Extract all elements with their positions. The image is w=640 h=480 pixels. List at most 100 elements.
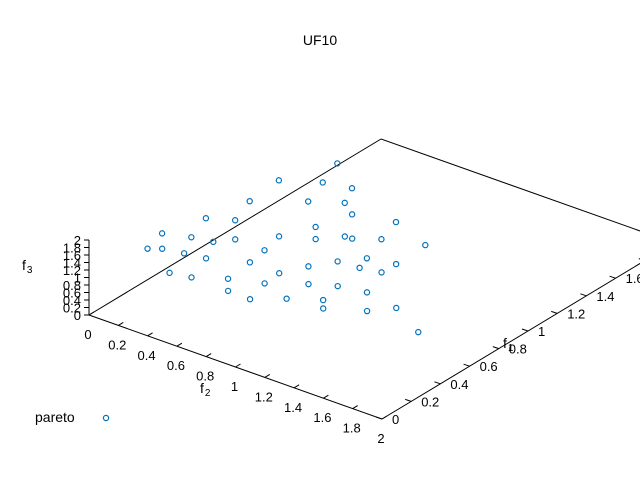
x-tick-label: 0.2: [421, 394, 439, 409]
pareto-point: [166, 269, 173, 277]
pareto-point: [348, 211, 356, 218]
z-axis-label-main: f: [22, 257, 26, 273]
pareto-point: [320, 305, 327, 312]
pareto-point: [334, 258, 341, 265]
z-tick-label: 1: [74, 271, 81, 286]
z-tick-label: 1.2: [63, 263, 81, 278]
y-tick-mark: [293, 384, 300, 389]
x-tick-mark: [551, 310, 558, 314]
pareto-point: [231, 217, 239, 224]
x-tick-mark: [405, 398, 412, 402]
z-tick-label: 1.6: [63, 248, 81, 263]
y-tick-label: 1.8: [343, 421, 361, 436]
y-tick-mark: [235, 363, 241, 368]
y-tick-label: 0.6: [167, 358, 185, 373]
y-tick-mark: [147, 332, 153, 337]
z-axis-label-sub: 3: [27, 265, 33, 276]
x-tick-mark: [463, 363, 470, 367]
y-tick-label: 1.4: [284, 400, 302, 415]
z-tick-label: 0: [74, 308, 81, 323]
pareto-point: [392, 218, 400, 226]
x-tick-mark: [492, 346, 499, 350]
legend-label: pareto: [35, 409, 75, 425]
pareto-point: [312, 223, 319, 231]
y-tick-mark: [176, 342, 183, 347]
pareto-point: [363, 289, 371, 296]
z-tick-label: 2: [74, 233, 81, 248]
x-tick-mark: [609, 275, 616, 279]
pareto-point: [261, 247, 268, 254]
x-axis-label-sub: 1: [508, 343, 514, 354]
pareto-point: [276, 270, 283, 277]
pareto-point: [246, 296, 254, 303]
y-tick-mark: [352, 405, 358, 410]
y-tick-label: 0.8: [196, 369, 214, 384]
z-tick-label: 1.8: [63, 241, 81, 256]
pareto-point: [188, 234, 195, 241]
pareto-point: [363, 307, 371, 315]
x-tick-mark: [375, 416, 383, 420]
x-tick-label: 1.2: [567, 306, 585, 321]
pareto-point: [188, 274, 195, 281]
pareto-point: [319, 296, 327, 304]
x-tick-label: 0.6: [480, 359, 498, 374]
pareto-point: [232, 236, 239, 243]
pareto-point: [378, 269, 385, 276]
pareto-point: [275, 233, 283, 240]
pareto-point: [392, 260, 400, 268]
pareto-point: [341, 233, 349, 240]
pareto-point: [422, 241, 429, 249]
x-axis-line: [380, 138, 640, 232]
y-tick-mark: [205, 353, 212, 358]
pareto-point: [202, 255, 210, 262]
y-tick-label: 1.2: [255, 389, 273, 404]
pareto-point: [334, 282, 341, 290]
pareto-point: [341, 199, 348, 207]
y-tick-label: 0.2: [108, 337, 126, 352]
pareto-point: [348, 185, 356, 192]
pareto-point: [305, 198, 312, 205]
x-tick-label: 1: [538, 324, 545, 339]
pareto-point: [378, 236, 385, 243]
y-tick-mark: [118, 321, 124, 326]
x-tick-label: 0: [392, 412, 399, 427]
x-tick-label: 0.8: [509, 342, 527, 357]
legend: pareto: [35, 409, 110, 425]
pareto-point: [283, 295, 290, 302]
y-tick-label: 2: [377, 431, 384, 446]
chart-title: UF10: [303, 32, 337, 48]
floor-edge-back: [88, 138, 382, 316]
pareto-point: [305, 280, 312, 288]
pareto-point: [349, 235, 356, 242]
x-axis-ticks: 00.20.40.60.811.21.41.61.82: [375, 258, 640, 427]
pareto-point: [312, 235, 319, 243]
pareto-point: [210, 238, 217, 246]
z-tick-label: 1.4: [63, 256, 81, 271]
x-axis-label-main: f: [503, 335, 507, 351]
x-tick-label: 0.4: [450, 377, 468, 392]
x-tick-mark: [521, 328, 529, 332]
pareto-point: [356, 264, 363, 272]
pareto-point: [224, 287, 232, 295]
z-tick-label: 0.4: [63, 293, 81, 308]
x-axis-label: f1: [503, 335, 514, 354]
axes-frame: [88, 138, 640, 420]
legend-marker: [102, 414, 110, 422]
z-tick-label: 0.8: [63, 278, 81, 293]
z-tick-label: 0.2: [63, 301, 81, 316]
pareto-points: [144, 160, 429, 336]
y-tick-mark: [264, 373, 271, 378]
pareto-point: [415, 328, 422, 336]
pareto-point: [144, 245, 151, 252]
y-tick-mark: [323, 394, 329, 399]
y-axis-label: f2: [200, 380, 211, 399]
z-axis-ticks: 00.20.40.60.811.21.41.61.82: [63, 233, 89, 323]
x-tick-label: 1.4: [596, 289, 614, 304]
pareto-point: [180, 250, 188, 257]
z-axis-label: f3: [22, 257, 33, 276]
pareto-point: [393, 304, 400, 312]
pareto-point: [275, 177, 283, 184]
y-tick-label: 0: [84, 327, 91, 342]
pareto-point: [334, 160, 341, 167]
